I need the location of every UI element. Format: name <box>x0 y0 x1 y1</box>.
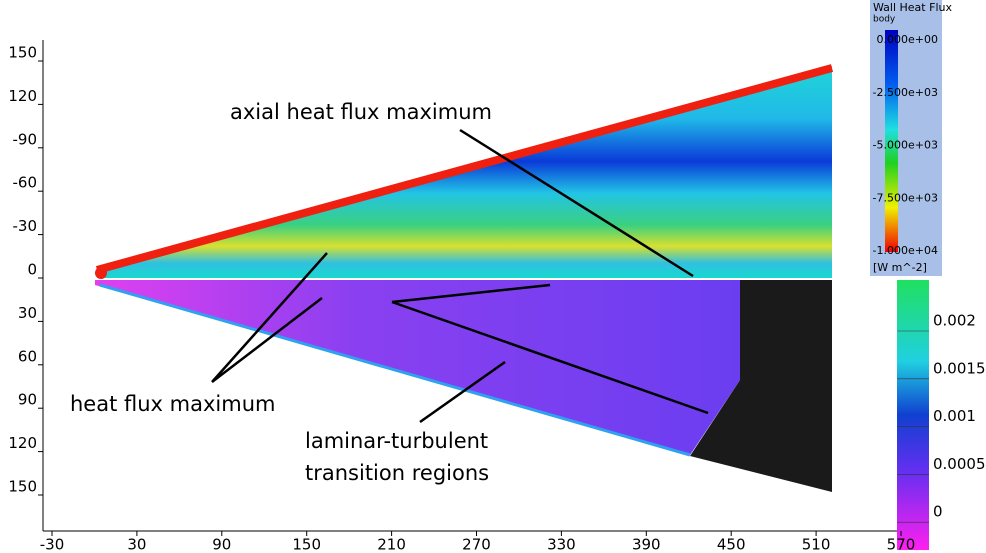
y-tick-label: 60 <box>18 347 37 365</box>
y-tick-label: 30 <box>18 304 37 322</box>
x-tick-label: 210 <box>377 536 406 553</box>
y-tick-label: 120 <box>8 434 37 452</box>
x-tick-label: 330 <box>547 536 576 553</box>
x-tick-label: 270 <box>462 536 491 553</box>
colorbar-label: 0.001 <box>933 407 976 425</box>
y-tick-label: -30 <box>13 217 38 235</box>
y-tick-label: 150 <box>8 478 37 496</box>
y-tick-label: -60 <box>13 174 38 192</box>
y-tick-label: 120 <box>8 87 37 105</box>
y-tick-label: 150 <box>8 44 37 62</box>
colorbar-label: 0 <box>933 503 943 521</box>
annotation: laminar-turbulent <box>305 429 488 453</box>
x-tick-label: 510 <box>802 536 831 553</box>
nose <box>95 267 107 279</box>
y-tick-label: 90 <box>18 391 37 409</box>
colorbar <box>897 280 929 550</box>
x-tick-label: 30 <box>127 536 146 553</box>
colorbar-label: 0.002 <box>933 312 976 330</box>
colorbar-subtitle: body <box>873 15 896 25</box>
figure: axial heat flux maximum heat flux maximu… <box>0 0 986 553</box>
x-tick-label: -30 <box>40 536 65 553</box>
colorbar-label: 0.0005 <box>933 455 986 473</box>
y-tick-label: 0 <box>27 261 37 279</box>
colorbar-label: -7.500e+03 <box>873 191 938 204</box>
x-tick-label: 390 <box>632 536 661 553</box>
colorbar-title: Wall Heat Flux <box>873 1 952 14</box>
colorbar-label: -2.500e+03 <box>873 86 938 99</box>
colorbar-label: -1.000e+04 <box>873 244 938 257</box>
x-tick-label: 150 <box>292 536 321 553</box>
annotation: transition regions <box>305 461 489 485</box>
colorbar-unit: [W m^-2] <box>873 261 927 274</box>
x-tick-label: 570 <box>887 536 916 553</box>
colorbar-label: 0.000e+00 <box>877 33 938 46</box>
x-tick-label: 450 <box>717 536 746 553</box>
x-tick-label: 90 <box>212 536 231 553</box>
annotation: heat flux maximum <box>70 392 275 416</box>
annotation: axial heat flux maximum <box>230 100 492 124</box>
colorbar-label: 0.0015 <box>933 359 986 377</box>
colorbar-label: -5.000e+03 <box>873 139 938 152</box>
y-tick-label: -90 <box>13 130 38 148</box>
